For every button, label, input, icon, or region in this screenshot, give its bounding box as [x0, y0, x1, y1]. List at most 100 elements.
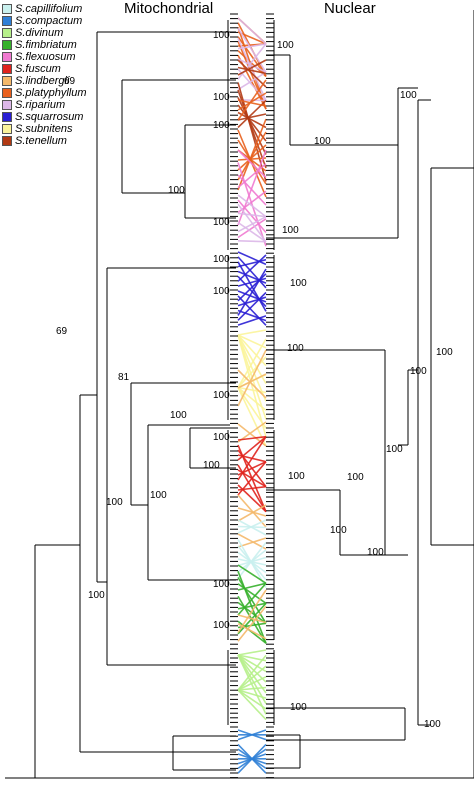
tangle-line: [237, 59, 267, 76]
legend-swatch: [2, 40, 12, 50]
tangle-line: [237, 334, 267, 402]
legend-label: S.lindbergii: [15, 75, 70, 87]
tangle-line: [237, 215, 267, 233]
legend-item: S.riparium: [2, 99, 87, 111]
legend-label: S.riparium: [15, 99, 66, 111]
tangle-line: [237, 315, 267, 326]
tangle-line: [237, 27, 267, 73]
tangle-line: [237, 654, 267, 715]
tangle-line: [237, 99, 267, 107]
tangle-line: [237, 542, 267, 579]
tangle-line: [237, 66, 267, 75]
tangle-line: [237, 654, 267, 691]
support-label: 100: [213, 579, 230, 590]
legend-label: S.tenellum: [15, 135, 67, 147]
legend-swatch: [2, 64, 12, 74]
support-label: 100: [213, 120, 230, 131]
legend-label: S.fuscum: [15, 63, 61, 75]
legend-swatch: [2, 16, 12, 26]
tangle-line: [237, 583, 267, 604]
support-label: 100: [170, 410, 187, 421]
tangle-line: [237, 334, 267, 438]
tangle-line: [237, 174, 267, 206]
tangle-line: [237, 373, 267, 389]
tangle-line: [237, 369, 267, 399]
support-label: 69: [56, 326, 68, 337]
tangle-line: [237, 261, 267, 312]
support-label: 100: [290, 702, 307, 713]
legend-swatch: [2, 4, 12, 14]
support-label: 100: [213, 390, 230, 401]
support-label: 100: [314, 136, 331, 147]
tangle-line: [237, 623, 267, 640]
support-label: 100: [88, 590, 105, 601]
tangle-line: [237, 256, 267, 289]
tangle-line: [237, 654, 267, 683]
support-label: 100: [150, 490, 167, 501]
nuclear-title: Nuclear: [324, 0, 376, 17]
tangle-line: [237, 686, 267, 691]
support-label: 100: [400, 90, 417, 101]
legend-label: S.fimbriatum: [15, 39, 77, 51]
tangle-line: [237, 31, 267, 45]
legend-item: S.subnitens: [2, 123, 87, 135]
support-label: 100: [282, 225, 299, 236]
support-label: 100: [410, 366, 427, 377]
tangle-line: [237, 295, 267, 326]
tangle-line: [237, 71, 267, 91]
legend-item: S.lindbergii: [2, 75, 87, 87]
support-label: 100: [213, 217, 230, 228]
tangle-line: [237, 349, 267, 407]
support-label: 100: [347, 472, 364, 483]
tangle-line: [237, 537, 267, 548]
support-label: 100: [330, 525, 347, 536]
nuclear-tree: [5, 10, 474, 779]
tangle-line: [237, 533, 267, 550]
legend-item: S.platyphyllum: [2, 87, 87, 99]
tangle-line: [237, 221, 267, 243]
tangle-line: [237, 199, 267, 234]
tangle-line: [237, 649, 267, 656]
tangle-line: [237, 309, 267, 322]
legend-label: S.divinum: [15, 27, 64, 39]
support-label: 100: [213, 620, 230, 631]
legend-label: S.flexuosum: [15, 51, 76, 63]
tangle-line: [237, 386, 267, 394]
tangle-line: [237, 162, 267, 247]
tangle-line: [237, 89, 267, 169]
tangle-line: [237, 240, 267, 243]
species-legend: S.capillifolium S.compactum S.divinum S.…: [2, 3, 87, 147]
tangle-line: [237, 268, 267, 316]
tangle-line: [237, 290, 267, 303]
legend-item: S.fimbriatum: [2, 39, 87, 51]
support-label: 81: [118, 372, 130, 383]
support-label: 100: [213, 286, 230, 297]
support-label: 100: [424, 719, 441, 730]
tangle-line: [237, 113, 267, 121]
tangle-line: [237, 254, 267, 282]
tangle-line: [237, 423, 267, 447]
support-label: 100: [106, 497, 123, 508]
tangle-line: [237, 291, 267, 321]
support-label: 100: [277, 40, 294, 51]
legend-swatch: [2, 52, 12, 62]
legend-item: S.capillifolium: [2, 3, 87, 15]
legend-swatch: [2, 124, 12, 134]
legend-item: S.divinum: [2, 27, 87, 39]
tangle-line: [237, 277, 267, 287]
tangle-line: [237, 454, 267, 463]
support-label: 100: [436, 347, 453, 358]
tangle-line: [237, 338, 267, 388]
mitochondrial-title: Mitochondrial: [124, 0, 214, 17]
legend-swatch: [2, 76, 12, 86]
support-label: 100: [386, 444, 403, 455]
tangle-lines: [236, 10, 268, 780]
tangle-line: [237, 571, 267, 644]
tangle-line: [237, 58, 267, 73]
legend-label: S.platyphyllum: [15, 87, 87, 99]
legend-swatch: [2, 136, 12, 146]
tangle-line: [237, 149, 267, 226]
tangle-line: [237, 582, 267, 591]
tangle-line: [237, 258, 267, 268]
